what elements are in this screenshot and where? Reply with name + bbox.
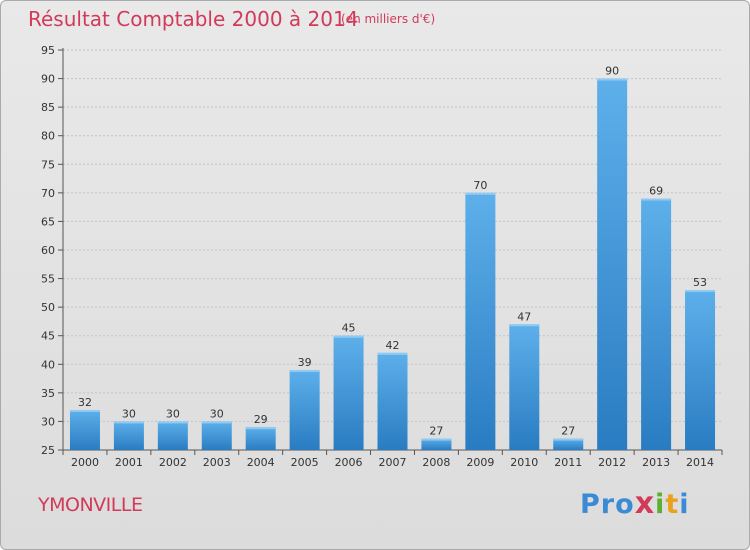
logo-letter: o [615, 489, 635, 520]
data-label-2001: 30 [122, 407, 136, 420]
data-label-2006: 45 [342, 322, 356, 335]
y-tick-label: 25 [41, 444, 55, 457]
bar-2010 [509, 324, 540, 450]
data-label-2008: 27 [429, 425, 443, 438]
bar-top-highlight [245, 427, 276, 430]
x-tick-label: 2010 [510, 456, 538, 469]
bar-top-highlight [685, 290, 716, 292]
bar-top-highlight [157, 421, 188, 424]
x-tick-label: 2001 [115, 456, 143, 469]
x-tick-label: 2000 [71, 456, 99, 469]
y-tick-label: 35 [41, 387, 55, 400]
x-tick-label: 2011 [554, 456, 582, 469]
bar-2003 [201, 421, 232, 450]
bar-top-highlight [113, 421, 144, 424]
y-tick-label: 75 [41, 158, 55, 171]
y-tick-label: 50 [41, 301, 55, 314]
y-tick-label: 65 [41, 215, 55, 228]
bar-2001 [113, 421, 144, 450]
data-label-2009: 70 [473, 179, 487, 192]
bar-2011 [553, 438, 584, 450]
y-tick-label: 80 [41, 130, 55, 143]
x-tick-label: 2003 [203, 456, 231, 469]
y-tick-label: 85 [41, 101, 55, 114]
bar-2004 [245, 427, 276, 450]
logo-letter: i [655, 489, 666, 520]
bar-top-highlight [201, 421, 232, 424]
data-label-2003: 30 [210, 407, 224, 420]
data-label-2014: 53 [693, 276, 707, 289]
city-name: YMONVILLE [38, 494, 143, 516]
x-tick-label: 2005 [291, 456, 319, 469]
bar-2007 [377, 352, 408, 450]
bar-2008 [421, 438, 452, 450]
bar-top-highlight [509, 324, 540, 327]
y-tick-label: 45 [41, 330, 55, 343]
proxiti-logo: Proxiti [580, 486, 690, 521]
bar-2009 [465, 192, 496, 450]
y-tick-label: 95 [41, 44, 55, 57]
y-tick-label: 30 [41, 415, 55, 428]
x-tick-label: 2009 [466, 456, 494, 469]
bar-top-highlight [289, 370, 320, 372]
x-tick-label: 2008 [422, 456, 450, 469]
bar-2005 [289, 370, 320, 450]
y-tick-label: 55 [41, 273, 55, 286]
y-tick-label: 90 [41, 73, 55, 86]
bar-top-highlight [465, 192, 496, 195]
bar-top-highlight [333, 335, 364, 338]
bar-2006 [333, 335, 364, 450]
data-label-2010: 47 [517, 310, 531, 323]
bar-2000 [69, 410, 100, 450]
y-tick-label: 60 [41, 244, 55, 257]
bar-top-highlight [377, 352, 408, 355]
logo-letter: t [665, 489, 680, 520]
data-label-2005: 39 [298, 356, 312, 369]
data-label-2011: 27 [561, 425, 575, 438]
bar-top-highlight [421, 438, 452, 441]
bar-top-highlight [553, 438, 584, 441]
bar-top-highlight [641, 198, 672, 201]
x-tick-label: 2007 [379, 456, 407, 469]
data-label-2000: 32 [78, 396, 92, 409]
data-label-2013: 69 [649, 185, 663, 198]
x-tick-label: 2006 [335, 456, 363, 469]
bar-2012 [597, 78, 628, 451]
logo-letter: x [634, 486, 656, 521]
chart-title: Résultat Comptable 2000 à 2014 [28, 7, 359, 31]
x-tick-label: 2014 [686, 456, 714, 469]
bar-2002 [157, 421, 188, 450]
data-label-2002: 30 [166, 407, 180, 420]
y-tick-label: 40 [41, 358, 55, 371]
x-tick-label: 2002 [159, 456, 187, 469]
logo-letter: P [580, 489, 601, 520]
bar-top-highlight [597, 78, 628, 81]
data-label-2007: 42 [386, 339, 400, 352]
bar-2013 [641, 198, 672, 450]
data-label-2004: 29 [254, 413, 268, 426]
data-label-2012: 90 [605, 65, 619, 78]
logo-letter: r [600, 489, 616, 520]
chart-subtitle: (en milliers d'€) [341, 12, 436, 26]
x-tick-label: 2012 [598, 456, 626, 469]
bar-top-highlight [69, 410, 100, 412]
bar-2014 [685, 290, 716, 450]
x-tick-label: 2013 [642, 456, 670, 469]
logo-letter: i [679, 489, 690, 520]
y-tick-label: 70 [41, 187, 55, 200]
x-tick-label: 2004 [247, 456, 275, 469]
